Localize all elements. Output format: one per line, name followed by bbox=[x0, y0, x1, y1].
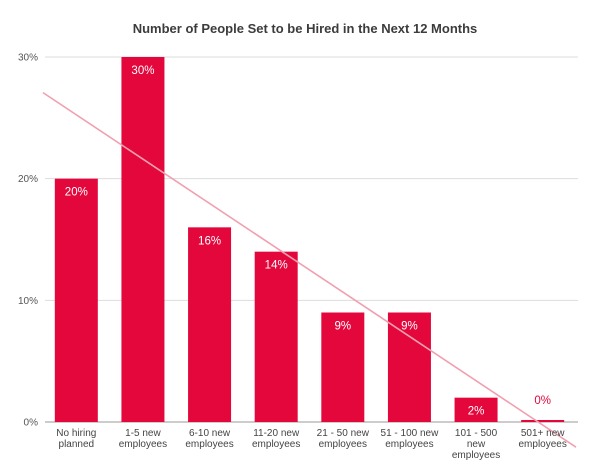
trendline-line bbox=[42, 91, 577, 448]
x-tick-label: 6-10 new employees bbox=[185, 428, 233, 450]
data-label: 20% bbox=[65, 187, 88, 199]
y-tick-label: 30% bbox=[18, 53, 38, 64]
x-tick-label: 51 - 100 new employees bbox=[381, 428, 440, 450]
bar bbox=[454, 397, 498, 422]
data-label: 16% bbox=[198, 235, 221, 247]
x-tick-label: 11-20 new employees bbox=[252, 428, 300, 450]
x-tick-label: 21 - 50 new employees bbox=[317, 428, 370, 450]
bar bbox=[121, 57, 165, 422]
data-label: 0% bbox=[534, 395, 551, 407]
y-tick-label: 0% bbox=[24, 418, 39, 429]
y-tick-label: 10% bbox=[18, 296, 38, 307]
bars bbox=[54, 57, 565, 422]
x-tick-label: 101 - 500 new employees bbox=[452, 428, 500, 461]
bar bbox=[54, 178, 98, 422]
x-tick-label: No hiring planned bbox=[56, 428, 96, 450]
bar bbox=[387, 312, 431, 422]
trendline bbox=[42, 91, 577, 448]
data-label: 9% bbox=[335, 321, 352, 333]
data-label: 2% bbox=[468, 406, 485, 418]
data-label: 30% bbox=[131, 65, 154, 77]
bar bbox=[521, 420, 565, 422]
data-labels: 20% 30% 16% 14% 9% 9% 2% 0% bbox=[65, 65, 551, 418]
data-label: 14% bbox=[265, 260, 288, 272]
y-axis: 0% 10% 20% 30% bbox=[18, 53, 38, 429]
chart-title: Number of People Set to be Hired in the … bbox=[133, 21, 478, 36]
bar bbox=[188, 227, 232, 422]
x-axis: No hiring planned 1-5 new employees 6-10 new… bbox=[56, 428, 567, 461]
x-tick-label: 1-5 new employees bbox=[119, 428, 167, 450]
y-tick-label: 20% bbox=[18, 174, 38, 185]
x-tick-label: 501+ new employees bbox=[519, 428, 567, 450]
data-label: 9% bbox=[401, 321, 418, 333]
bar bbox=[254, 251, 298, 422]
bar bbox=[321, 312, 365, 422]
